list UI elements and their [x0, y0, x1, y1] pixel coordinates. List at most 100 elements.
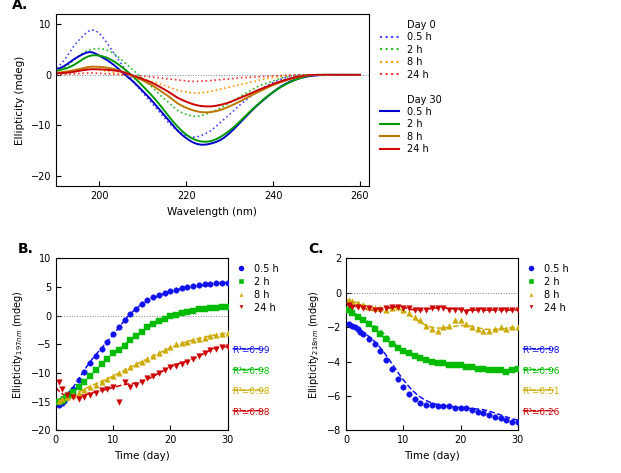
Point [54, 397, 64, 404]
Point [154, 349, 164, 357]
Point [165, 287, 175, 295]
Point [74, 376, 84, 384]
Point [154, 291, 164, 299]
Point [421, 401, 431, 408]
Point [142, 355, 152, 362]
Point [68, 394, 78, 401]
Point [478, 365, 488, 372]
Point [490, 325, 500, 333]
Point [85, 391, 95, 399]
Point [501, 416, 511, 424]
Point [398, 384, 408, 391]
Point [358, 301, 368, 309]
Point [404, 310, 414, 317]
Point [68, 385, 78, 393]
Point [484, 411, 494, 419]
Point [347, 310, 357, 317]
Point [114, 346, 124, 354]
Point [91, 367, 101, 374]
Point [131, 332, 141, 340]
Point [57, 399, 66, 407]
Point [120, 378, 130, 385]
Point [507, 306, 517, 314]
Point [108, 330, 118, 338]
Point [404, 305, 414, 312]
Point [200, 280, 210, 288]
Point [183, 338, 193, 345]
Point [369, 341, 379, 348]
Point [137, 300, 147, 308]
Point [60, 397, 70, 404]
Point [438, 403, 448, 410]
Point [148, 294, 158, 301]
Point [200, 305, 210, 313]
Point [473, 408, 483, 415]
Point [114, 398, 124, 405]
Point [444, 361, 454, 369]
Point [387, 303, 397, 310]
Text: B.: B. [18, 242, 34, 256]
Point [125, 364, 135, 371]
Point [450, 404, 460, 412]
Text: R²=0.98: R²=0.98 [232, 367, 270, 376]
Point [473, 365, 483, 372]
Point [120, 316, 130, 324]
Legend: Day 0, 0.5 h, 2 h, 8 h, 24 h, , Day 30, 0.5 h, 2 h, 8 h, 24 h: Day 0, 0.5 h, 2 h, 8 h, 24 h, , Day 30, … [376, 16, 446, 158]
Point [369, 305, 379, 312]
Point [177, 284, 187, 292]
Point [60, 395, 70, 403]
Point [433, 403, 443, 410]
Point [478, 410, 488, 417]
Point [358, 316, 368, 324]
Point [355, 329, 365, 336]
Point [461, 320, 471, 328]
Point [142, 374, 152, 381]
Point [62, 394, 72, 401]
Point [387, 341, 397, 348]
Point [461, 308, 471, 315]
Point [513, 365, 523, 372]
Point [444, 306, 454, 314]
Point [350, 324, 360, 331]
Point [108, 384, 118, 391]
Point [496, 415, 505, 422]
Point [160, 367, 170, 374]
Point [490, 367, 500, 374]
Text: R²=0.51: R²=0.51 [522, 387, 560, 396]
Point [513, 306, 523, 314]
Point [484, 327, 494, 334]
Point [381, 306, 391, 314]
Point [125, 310, 135, 318]
Point [467, 324, 477, 331]
Point [381, 335, 391, 343]
Point [347, 303, 357, 310]
Point [438, 305, 448, 312]
Point [501, 368, 511, 376]
Point [74, 395, 84, 403]
Point [91, 381, 101, 388]
Point [211, 345, 221, 353]
Point [421, 322, 431, 329]
Point [501, 306, 511, 314]
Point [433, 359, 443, 367]
Text: A.: A. [12, 0, 29, 12]
Point [398, 305, 408, 312]
Point [108, 372, 118, 380]
Point [410, 313, 420, 321]
Point [148, 352, 158, 359]
Point [364, 320, 374, 328]
Point [177, 361, 187, 368]
Point [347, 298, 357, 305]
Point [154, 318, 164, 325]
Point [142, 324, 152, 331]
Text: R²=0.98: R²=0.98 [232, 387, 270, 396]
Point [421, 356, 431, 364]
Point [421, 306, 431, 314]
Y-axis label: Ellipticity (mdeg): Ellipticity (mdeg) [15, 55, 25, 145]
Point [188, 355, 198, 362]
Point [222, 343, 232, 351]
Point [206, 346, 215, 354]
Point [131, 381, 141, 388]
Point [410, 306, 420, 314]
Point [410, 353, 420, 360]
